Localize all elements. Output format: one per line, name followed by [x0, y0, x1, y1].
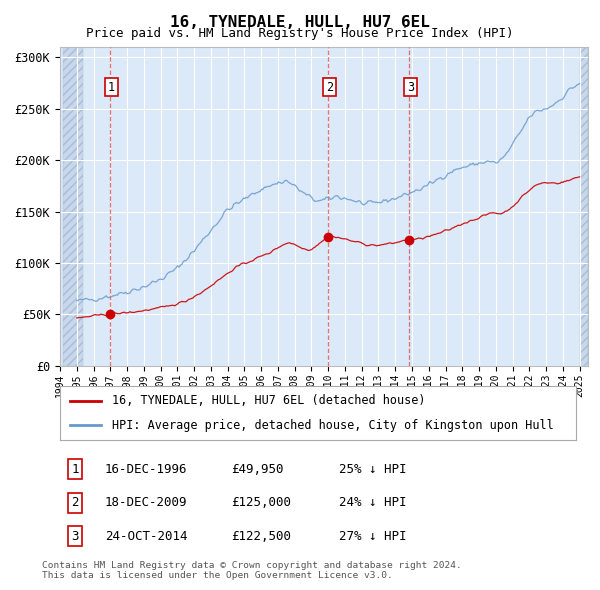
Text: 2: 2 [326, 80, 333, 94]
Text: HPI: Average price, detached house, City of Kingston upon Hull: HPI: Average price, detached house, City… [112, 419, 553, 432]
Text: 1: 1 [108, 80, 115, 94]
Text: 27% ↓ HPI: 27% ↓ HPI [339, 530, 407, 543]
Text: £122,500: £122,500 [231, 530, 291, 543]
Text: 24-OCT-2014: 24-OCT-2014 [105, 530, 187, 543]
Text: 25% ↓ HPI: 25% ↓ HPI [339, 463, 407, 476]
Text: 3: 3 [71, 530, 79, 543]
Bar [580, 47, 588, 366]
Bar [580, 47, 588, 366]
Text: 3: 3 [407, 80, 414, 94]
Bar [64, 47, 83, 366]
Text: £49,950: £49,950 [231, 463, 284, 476]
Bar [64, 47, 83, 366]
Text: 16, TYNEDALE, HULL, HU7 6EL (detached house): 16, TYNEDALE, HULL, HU7 6EL (detached ho… [112, 394, 425, 407]
Text: £125,000: £125,000 [231, 496, 291, 509]
Text: 16, TYNEDALE, HULL, HU7 6EL: 16, TYNEDALE, HULL, HU7 6EL [170, 15, 430, 30]
Text: This data is licensed under the Open Government Licence v3.0.: This data is licensed under the Open Gov… [42, 571, 393, 580]
Text: Contains HM Land Registry data © Crown copyright and database right 2024.: Contains HM Land Registry data © Crown c… [42, 560, 462, 569]
Text: 2: 2 [71, 496, 79, 509]
Text: 18-DEC-2009: 18-DEC-2009 [105, 496, 187, 509]
Text: 24% ↓ HPI: 24% ↓ HPI [339, 496, 407, 509]
Text: 16-DEC-1996: 16-DEC-1996 [105, 463, 187, 476]
Text: Price paid vs. HM Land Registry's House Price Index (HPI): Price paid vs. HM Land Registry's House … [86, 27, 514, 40]
Text: 1: 1 [71, 463, 79, 476]
